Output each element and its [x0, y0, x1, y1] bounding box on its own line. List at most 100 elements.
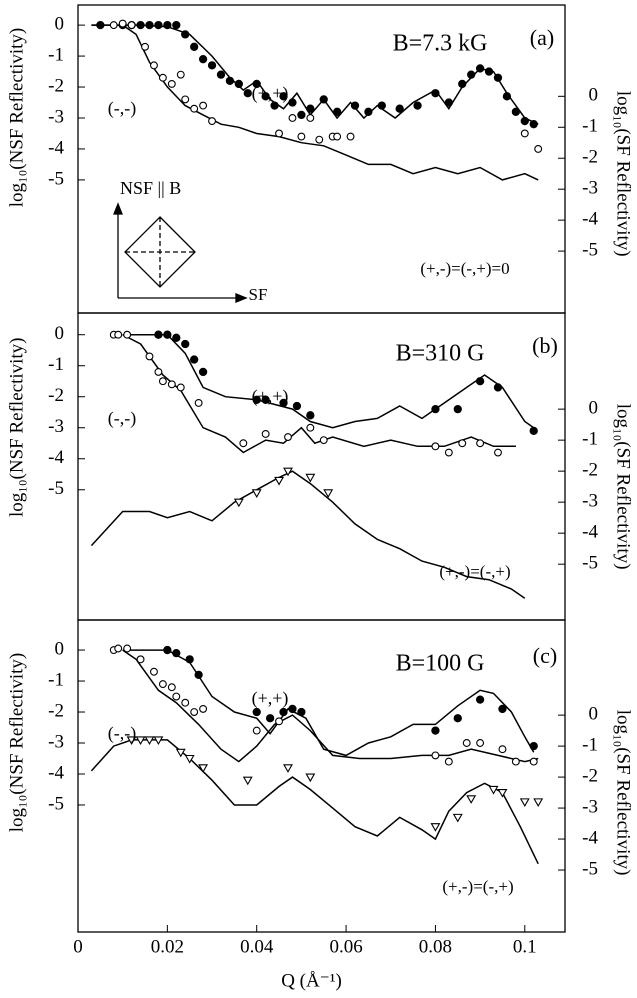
data-point — [96, 20, 105, 30]
y2-tick-label: -5 — [582, 858, 598, 879]
data-point — [172, 649, 181, 658]
data-point — [198, 367, 208, 377]
data-point — [199, 101, 208, 110]
data-point — [529, 741, 538, 751]
data-point — [519, 798, 530, 807]
data-point — [198, 55, 208, 64]
data-point — [511, 107, 521, 116]
data-point — [494, 448, 502, 457]
y2-tick-label: -4 — [582, 522, 598, 543]
data-point — [493, 73, 503, 82]
data-point — [319, 95, 328, 104]
data-point — [288, 704, 297, 714]
data-point — [297, 110, 306, 120]
data-point — [475, 377, 485, 386]
annotation: (+,-)=(-,+) — [442, 877, 513, 896]
data-point — [431, 89, 440, 98]
annotation: (+,+) — [252, 386, 289, 407]
annotation: (-,-) — [108, 723, 136, 744]
y-tick-label: -2 — [48, 700, 64, 721]
data-point — [127, 21, 136, 30]
data-point — [431, 751, 440, 760]
annotation: (b) — [532, 333, 558, 358]
data-point — [181, 30, 190, 39]
data-point — [493, 383, 503, 392]
data-point — [333, 132, 342, 141]
data-point — [163, 330, 172, 339]
data-point — [275, 717, 284, 726]
y2-tick-label: -4 — [582, 827, 598, 848]
data-point — [190, 708, 199, 716]
data-point — [167, 79, 176, 88]
inset-diamond — [124, 216, 196, 288]
data-point — [261, 429, 270, 438]
data-point — [520, 129, 529, 138]
y-tick-label: -4 — [48, 762, 64, 783]
data-point — [141, 42, 149, 51]
data-point — [395, 104, 404, 113]
data-point — [150, 667, 158, 676]
y2-axis-label: log₁₀(SF Reflectivity) — [613, 91, 634, 257]
data-point — [194, 398, 203, 407]
data-point — [467, 70, 476, 79]
data-point — [292, 401, 302, 411]
data-point — [123, 330, 132, 339]
data-point — [118, 19, 127, 28]
y2-tick-label: -3 — [582, 796, 598, 817]
fit-line — [122, 333, 535, 429]
annotation: (a) — [530, 25, 554, 50]
x-tick-label: 0.06 — [329, 936, 362, 957]
data-point — [431, 442, 440, 451]
y-tick-label: 0 — [55, 638, 65, 659]
y2-tick-label: -2 — [582, 765, 598, 786]
fit-line — [122, 649, 535, 757]
data-point — [163, 645, 172, 655]
data-point — [252, 79, 261, 89]
data-point — [529, 757, 538, 766]
x-tick-label: 0.08 — [419, 936, 452, 957]
data-point — [225, 76, 235, 85]
data-point — [306, 423, 315, 432]
data-point — [350, 101, 360, 110]
data-point — [453, 714, 462, 723]
data-point — [154, 330, 163, 339]
data-point — [184, 754, 195, 764]
data-point — [430, 823, 441, 832]
data-point — [181, 339, 190, 349]
plot-frame — [77, 619, 566, 933]
data-point — [488, 785, 499, 795]
data-point — [279, 707, 288, 717]
data-point — [431, 726, 440, 735]
data-point — [176, 70, 185, 79]
annotation: (+,-)=(-,+) — [439, 562, 510, 581]
data-point — [265, 714, 275, 723]
data-point — [520, 116, 529, 126]
data-point — [136, 655, 145, 664]
data-point — [175, 748, 186, 758]
data-point — [154, 367, 163, 376]
data-point — [332, 107, 342, 116]
data-point — [126, 736, 137, 746]
y-axis-label: log₁₀(NSF Reflectivity) — [6, 653, 27, 832]
data-point — [144, 736, 155, 746]
data-point — [207, 61, 217, 70]
data-point — [136, 20, 145, 30]
y-tick-label: -5 — [48, 793, 64, 814]
data-point — [114, 644, 123, 653]
x-tick-label: 0.1 — [513, 936, 537, 957]
y2-tick-label: -3 — [582, 178, 598, 199]
data-point — [172, 692, 181, 701]
data-point — [150, 61, 158, 70]
annotation: SF — [249, 285, 268, 304]
x-tick-label: 0 — [73, 936, 83, 957]
data-point — [167, 683, 176, 692]
y2-tick-label: -5 — [582, 553, 598, 574]
annotation: (-,-) — [108, 408, 136, 429]
inset-diagram — [113, 202, 248, 303]
data-point — [274, 476, 285, 486]
data-point — [458, 79, 467, 89]
data-point — [305, 473, 316, 483]
y-tick-label: -3 — [48, 106, 64, 127]
y-tick-label: -4 — [48, 137, 64, 158]
